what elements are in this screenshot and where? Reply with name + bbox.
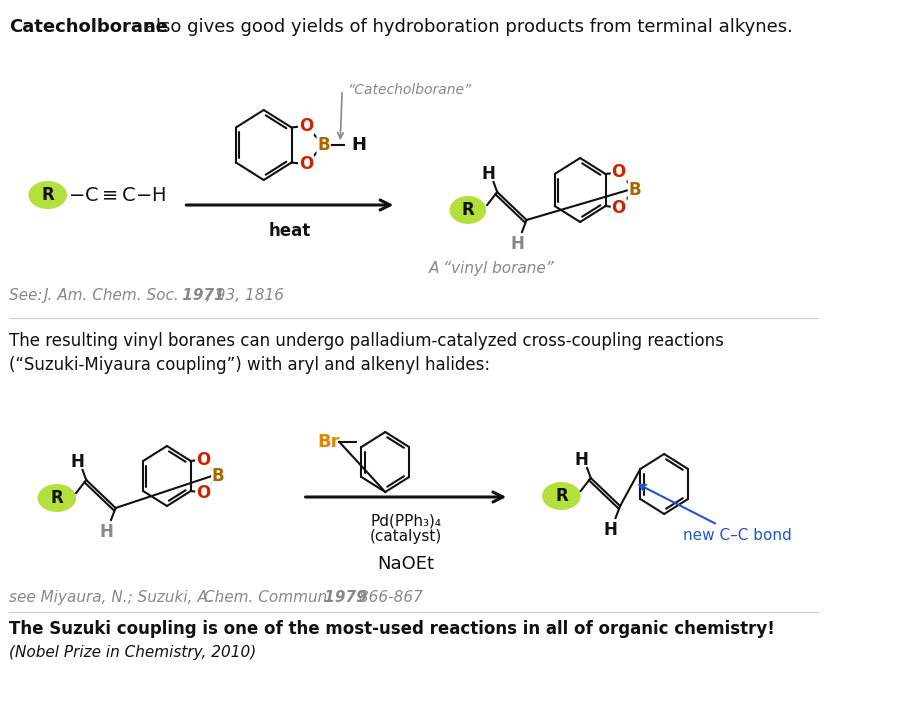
- Text: O: O: [299, 117, 313, 135]
- Text: H: H: [604, 521, 618, 539]
- Text: R: R: [51, 489, 63, 507]
- Text: Catecholborane: Catecholborane: [9, 18, 168, 36]
- Text: (“Suzuki-Miyaura coupling”) with aryl and alkenyl halides:: (“Suzuki-Miyaura coupling”) with aryl an…: [9, 356, 491, 374]
- Text: also gives good yields of hydroboration products from terminal alkynes.: also gives good yields of hydroboration …: [140, 18, 793, 36]
- Text: NaOEt: NaOEt: [377, 555, 435, 573]
- Text: See:: See:: [9, 288, 48, 303]
- Ellipse shape: [38, 484, 76, 512]
- Text: Br: Br: [317, 433, 339, 451]
- Text: see Miyaura, N.; Suzuki, A. .: see Miyaura, N.; Suzuki, A. .: [9, 590, 227, 605]
- Text: H: H: [575, 451, 588, 469]
- Text: , 93, 1816: , 93, 1816: [207, 288, 284, 303]
- Text: (catalyst): (catalyst): [370, 529, 442, 544]
- Text: The resulting vinyl boranes can undergo palladium-catalyzed cross-coupling react: The resulting vinyl boranes can undergo …: [9, 332, 724, 350]
- Text: The Suzuki coupling is one of the most-used reactions in all of organic chemistr: The Suzuki coupling is one of the most-u…: [9, 620, 775, 638]
- Text: B: B: [318, 136, 330, 154]
- Text: O: O: [612, 198, 626, 217]
- Ellipse shape: [449, 196, 486, 224]
- Text: A “vinyl borane”: A “vinyl borane”: [429, 261, 555, 276]
- Ellipse shape: [29, 181, 67, 209]
- Text: R: R: [41, 186, 54, 204]
- Text: R: R: [555, 487, 567, 505]
- Text: O: O: [299, 155, 313, 173]
- Text: B: B: [212, 467, 225, 485]
- Text: H: H: [70, 453, 84, 471]
- Text: Pd(PPh₃)₄: Pd(PPh₃)₄: [371, 513, 441, 528]
- Ellipse shape: [542, 482, 581, 510]
- Text: 866-867: 866-867: [354, 590, 423, 605]
- Text: H: H: [99, 523, 114, 541]
- Text: O: O: [196, 483, 210, 501]
- Text: J. Am. Chem. Soc.: J. Am. Chem. Soc.: [43, 288, 179, 303]
- Text: $-$C$\equiv$C$-$H: $-$C$\equiv$C$-$H: [68, 185, 166, 205]
- Text: H: H: [351, 136, 366, 154]
- Text: 1971: 1971: [177, 288, 225, 303]
- Text: 1979: 1979: [319, 590, 367, 605]
- Text: new C–C bond: new C–C bond: [640, 485, 792, 543]
- Text: heat: heat: [269, 222, 311, 240]
- Text: O: O: [196, 450, 210, 468]
- Text: H: H: [481, 165, 495, 183]
- Text: B: B: [629, 181, 641, 199]
- Text: H: H: [511, 235, 524, 253]
- Text: “Catecholborane”: “Catecholborane”: [346, 83, 471, 97]
- Text: R: R: [462, 201, 474, 219]
- Text: O: O: [612, 163, 626, 181]
- Text: (Nobel Prize in Chemistry, 2010): (Nobel Prize in Chemistry, 2010): [9, 645, 256, 660]
- Text: Chem. Commun.: Chem. Commun.: [204, 590, 332, 605]
